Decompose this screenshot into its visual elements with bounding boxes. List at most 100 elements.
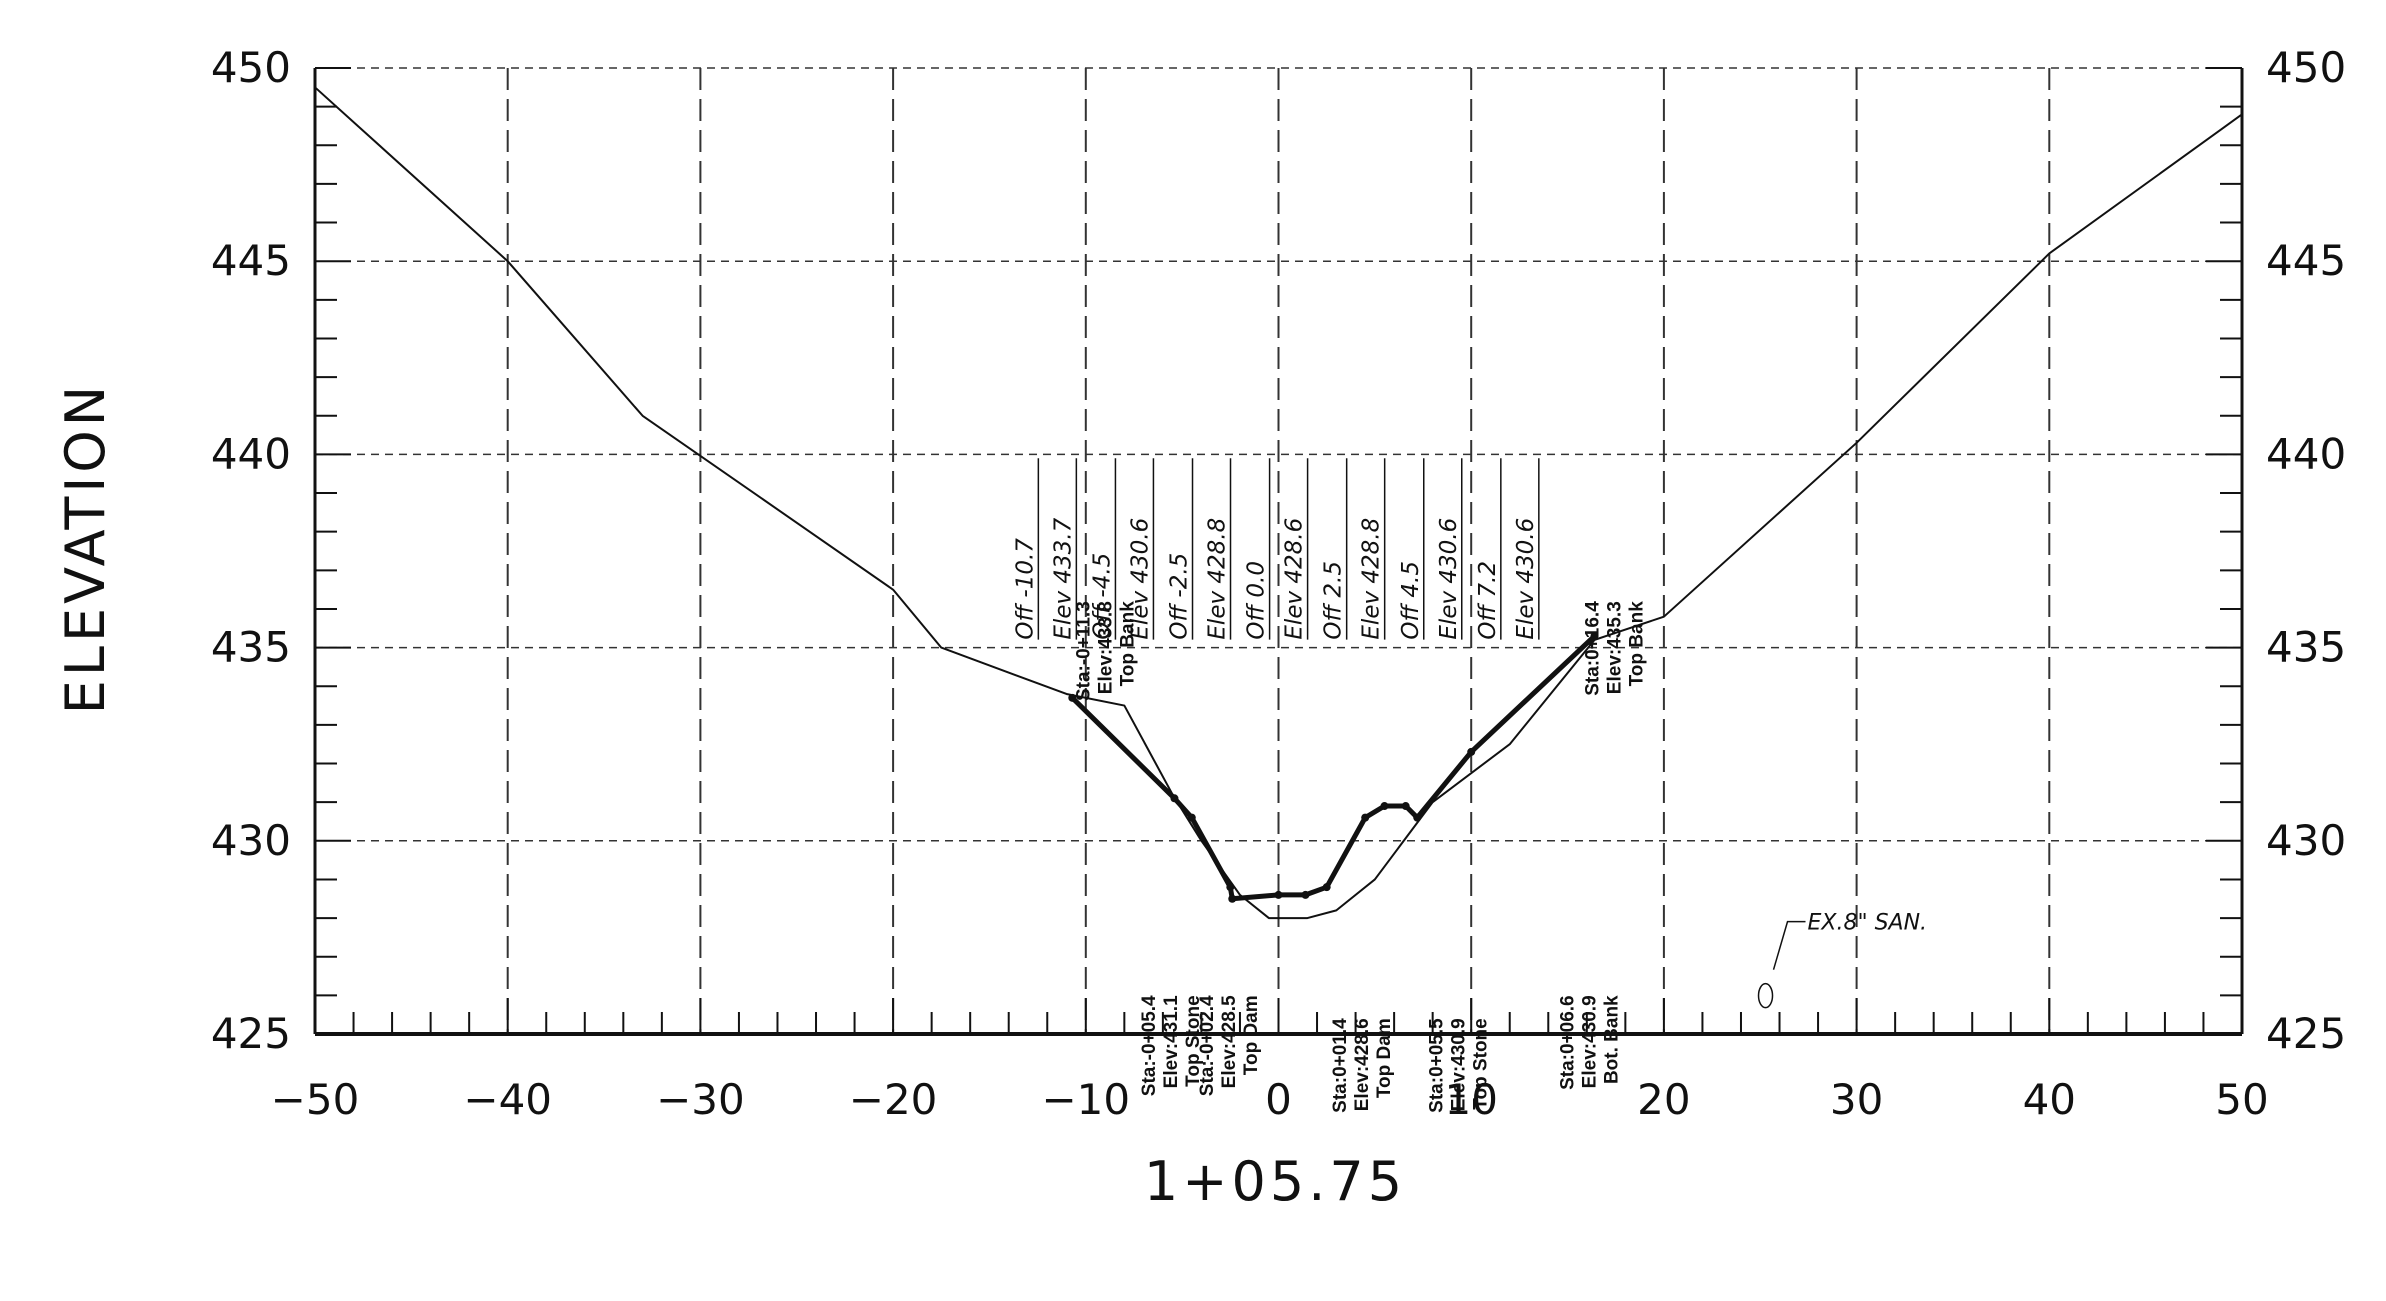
tick-labels: −50 −40 −30 −20 −10 0 10 20 30 40 50 450 450 445 445 44…: [211, 43, 2346, 1124]
offset-label-text: Elev 428.6: [1282, 518, 1308, 640]
station-label-line: Top Stone: [1470, 1018, 1491, 1109]
x-tick-label: −10: [1041, 1075, 1130, 1124]
offset-label-text: Off -10.7: [1012, 538, 1038, 640]
x-tick-label: 0: [1265, 1075, 1292, 1124]
series-point: [1590, 632, 1599, 641]
station-label-line: Sta:0+01.4: [1330, 1018, 1351, 1113]
y-tick-label-right: 450: [2266, 43, 2346, 92]
y-tick-label-left: 440: [211, 429, 291, 478]
station-label: Sta:0+06.6 Elev:430.9 Bot. Bank: [1557, 995, 1622, 1090]
offset-label-text: Elev 433.7: [1050, 517, 1076, 639]
offset-label: Off 2.5 Elev 428.8: [1321, 458, 1386, 640]
series-point: [1380, 802, 1389, 811]
grid: [314, 67, 2243, 1035]
offset-label: Off -4.5 Elev 430.6: [1089, 458, 1155, 640]
station-label-line: Top Bank: [1118, 601, 1139, 687]
x-tick-label: 10: [1444, 1075, 1497, 1124]
series-point: [1361, 813, 1370, 822]
x-tick-label: −40: [463, 1075, 552, 1124]
offset-label-text: Off -4.5: [1089, 553, 1115, 640]
station-label-line: Elev:435.3: [1604, 601, 1625, 694]
series-point: [1170, 794, 1179, 803]
station-label-line: Sta:0+06.6: [1557, 995, 1578, 1090]
x-tick-label: 40: [2023, 1075, 2076, 1124]
offset-label-text: Off 0.0: [1244, 561, 1270, 640]
series-point: [1413, 813, 1422, 822]
y-tick-label-left: 435: [211, 623, 291, 672]
station-label-line: Sta:0+05.5: [1426, 1018, 1447, 1113]
offset-label-text: Elev 430.6: [1513, 518, 1539, 640]
y-tick-label-right: 435: [2266, 623, 2346, 672]
x-tick-label: −50: [271, 1075, 360, 1124]
station-label-line: Sta:0+16.4: [1582, 601, 1603, 696]
offset-label-text: Elev 428.8: [1359, 518, 1385, 640]
station-labels: Sta:-0+11.3 Elev:433.8 Top BankSta:-0+05.4…: [1012, 458, 1927, 1113]
series-group: [314, 86, 2243, 920]
x-tick-label: −30: [656, 1075, 745, 1124]
station-label-line: Top Stone: [1183, 995, 1204, 1086]
y-tick-label-right: 440: [2266, 429, 2346, 478]
series-point: [1301, 890, 1310, 899]
offset-label-text: Off 7.2: [1475, 561, 1501, 640]
x-tick-label: −20: [849, 1075, 938, 1124]
station-label-line: Bot. Bank: [1601, 995, 1622, 1084]
station-label-line: Top Dam: [1374, 1018, 1395, 1098]
offset-label: Off -10.7 Elev 433.7: [1012, 458, 1078, 640]
station-label-line: Elev:430.9: [1448, 1018, 1469, 1111]
series-point: [1228, 894, 1237, 903]
y-tick-label-right: 430: [2266, 816, 2346, 865]
station-label-line: Elev:431.1: [1161, 995, 1182, 1088]
offset-label: Off 0.0 Elev 428.6: [1244, 458, 1309, 640]
y-tick-label-left: 450: [211, 43, 291, 92]
y-tick-label-right: 425: [2266, 1009, 2346, 1058]
offset-label-text: Elev 430.6: [1127, 518, 1153, 640]
y-tick-label-left: 425: [211, 1009, 291, 1058]
annotation: EX.8" SAN.: [1757, 911, 1928, 1009]
station-label-line: Elev:428.5: [1219, 995, 1240, 1088]
station-label: Sta:-0+02.4 Elev:428.5 Top Dam: [1197, 995, 1262, 1096]
y-axis-label: ELEVATION: [54, 382, 117, 714]
station-label-line: Sta:-0+11.3: [1074, 601, 1095, 701]
plot-frame: [313, 67, 2244, 1036]
station-label: Sta:0+01.4 Elev:428.6 Top Dam: [1330, 1018, 1395, 1113]
series-point: [1322, 883, 1331, 892]
x-tick-label: 50: [2215, 1075, 2268, 1124]
offset-label: Off -2.5 Elev 428.8: [1167, 458, 1232, 640]
offset-label: Off 4.5 Elev 430.6: [1398, 458, 1463, 640]
series-line-existing: [314, 86, 2243, 920]
station-label-line: Top Dam: [1241, 995, 1262, 1075]
series-point: [1467, 747, 1476, 756]
station-label: Sta:-0+11.3 Elev:433.8 Top Bank: [1074, 601, 1139, 701]
offset-label-text: Elev 428.8: [1205, 518, 1231, 640]
series-point: [1226, 883, 1235, 892]
y-tick-label-left: 445: [211, 236, 291, 285]
station-label: Sta:-0+05.4 Elev:431.1 Top Stone: [1139, 995, 1204, 1096]
station-label: Sta:0+05.5 Elev:430.9 Top Stone: [1426, 1018, 1491, 1113]
offset-label: Off 7.2 Elev 430.6: [1475, 458, 1540, 640]
station-label-line: Elev:430.9: [1579, 995, 1600, 1088]
offset-label-text: Off -2.5: [1167, 553, 1193, 640]
offset-label-text: Off 4.5: [1398, 561, 1424, 640]
x-tick-label: 20: [1637, 1075, 1690, 1124]
series-line-proposed: [1070, 634, 1597, 902]
x-tick-label: 30: [1830, 1075, 1883, 1124]
station-label-line: Top Bank: [1626, 601, 1647, 687]
annotation-text: EX.8" SAN.: [1808, 911, 1928, 936]
series-point: [1401, 802, 1410, 811]
y-tick-label-left: 430: [211, 816, 291, 865]
series-point: [1068, 693, 1077, 702]
station-label-line: Elev:428.6: [1352, 1018, 1373, 1111]
station-label-line: Sta:-0+02.4: [1197, 995, 1218, 1096]
series-point: [1274, 890, 1283, 899]
station-label-line: Elev:433.8: [1096, 601, 1117, 694]
station-label: Sta:0+16.4 Elev:435.3 Top Bank: [1582, 601, 1647, 696]
x-axis-label: 1+05.75: [1144, 1150, 1406, 1213]
offset-label-text: Elev 430.6: [1436, 518, 1462, 640]
series-point: [1187, 813, 1196, 822]
station-label-line: Sta:-0+05.4: [1139, 995, 1160, 1096]
pipe-icon: [1757, 982, 1774, 1009]
offset-label-text: Off 2.5: [1321, 561, 1347, 640]
annotation-leader: [1772, 920, 1806, 970]
